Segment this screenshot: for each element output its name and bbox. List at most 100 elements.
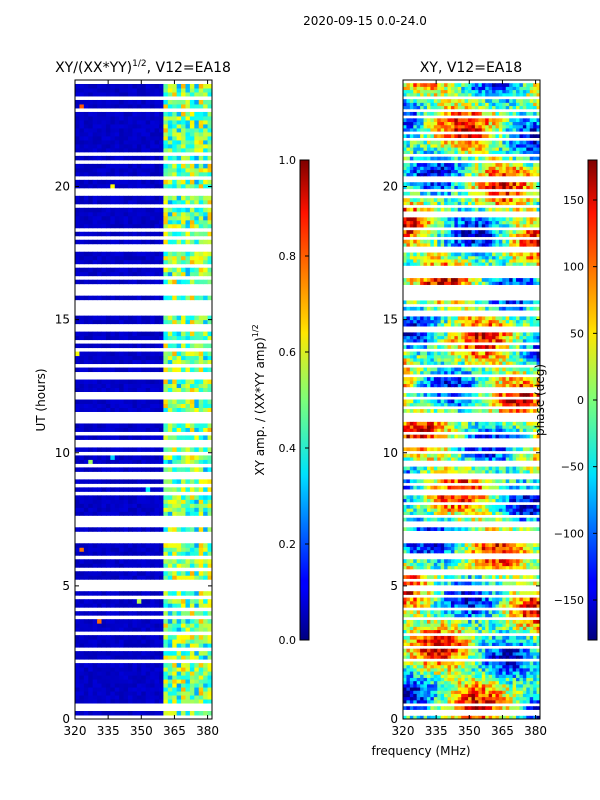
amplitude-cell [123,679,129,684]
amplitude-cell [207,319,213,325]
phase-cell [478,699,483,704]
phase-cell [471,485,476,490]
amplitude-cell [181,687,186,692]
amplitude-cell [123,407,129,412]
phase-cell [464,597,469,602]
amplitude-cell [158,671,164,676]
amplitude-cell [75,171,80,177]
amplitude-cell [185,115,191,121]
phase-cell [516,549,520,554]
amplitude-cell [128,499,133,504]
phase-cell [468,479,472,484]
phase-cell [522,648,527,653]
amplitude-cell [97,699,103,704]
amplitude-cell [105,359,111,365]
amplitude-cell [101,507,107,512]
phase-cell [485,626,490,631]
amplitude-cell [154,315,160,321]
amplitude-cell [105,695,111,700]
amplitude-cell [75,319,80,325]
amplitude-cell [83,379,89,385]
phase-cell [413,664,418,669]
amplitude-cell [176,603,182,608]
phase-cell [516,504,520,509]
amplitude-cell [110,143,116,149]
phase-cell [492,683,496,688]
amplitude-cell [158,211,164,217]
phase-cell [457,648,462,653]
amplitude-cell [207,163,213,169]
amplitude-cell [176,427,182,432]
amplitude-cell [114,635,120,640]
amplitude-cell [101,503,107,508]
amplitude-cell [119,223,125,229]
amplitude-cell [119,367,125,373]
amplitude-cell [150,379,156,385]
amplitude-cell [75,611,80,616]
amplitude-cell [176,295,182,301]
amplitude-cell [123,115,129,121]
phase-cell [533,581,538,586]
phase-cell [512,651,517,656]
phase-cell [430,671,435,675]
phase-cell [485,498,490,503]
amplitude-cell [189,403,195,408]
phase-cell [481,591,486,595]
phase-cell [444,664,449,669]
amplitude-cell [207,403,213,408]
amplitude-cell [194,667,200,672]
phase-cell [526,715,531,720]
amplitude-cell [158,643,164,648]
phase-cell [488,546,493,551]
amplitude-colorbar-tick-label: 0.0 [279,634,297,647]
phase-cell [437,469,442,474]
phase-cell [512,667,517,672]
phase-cell [403,581,407,586]
amplitude-cell [136,499,142,504]
phase-cell [433,651,438,656]
phase-cell [416,498,421,503]
amplitude-cell [132,675,138,680]
amplitude-cell [203,315,209,321]
amplitude-cell [207,711,213,716]
amplitude-cell [145,279,151,285]
amplitude-cell [132,99,138,105]
amplitude-cell [114,231,120,237]
amplitude-cell [88,115,94,121]
amplitude-cell [92,651,98,656]
phase-cell [495,677,500,682]
phase-cell [450,677,455,682]
amplitude-cell [83,699,89,704]
phase-cell [403,667,407,672]
phase-cell [447,648,452,653]
phase-cell [454,671,459,675]
amplitude-cell [110,223,116,229]
amplitude-cell [114,359,120,365]
amplitude-cell [163,83,169,89]
amplitude-cell [207,679,213,684]
amplitude-cell [163,163,169,169]
amplitude-cell [75,223,80,229]
amplitude-cell [88,343,94,349]
amplitude-cell [141,447,147,452]
amplitude-cell [114,123,120,129]
phase-cell [533,696,538,701]
phase-cell [413,683,418,688]
amplitude-cell [167,271,173,277]
amplitude-cell [79,711,85,716]
amplitude-cell [119,599,125,604]
phase-cell [478,651,483,656]
amplitude-cell [136,699,142,704]
phase-cell [406,543,411,547]
amplitude-cell [189,499,195,504]
phase-cell [440,591,445,595]
amplitude-cell [128,255,133,261]
amplitude-cell [128,639,133,644]
amplitude-cell [83,211,89,217]
phase-cell [495,498,500,503]
amplitude-cell [114,155,120,161]
amplitude-cell [181,207,186,213]
amplitude-cell [136,251,142,257]
phase-cell [519,667,524,672]
amplitude-cell [114,671,120,676]
